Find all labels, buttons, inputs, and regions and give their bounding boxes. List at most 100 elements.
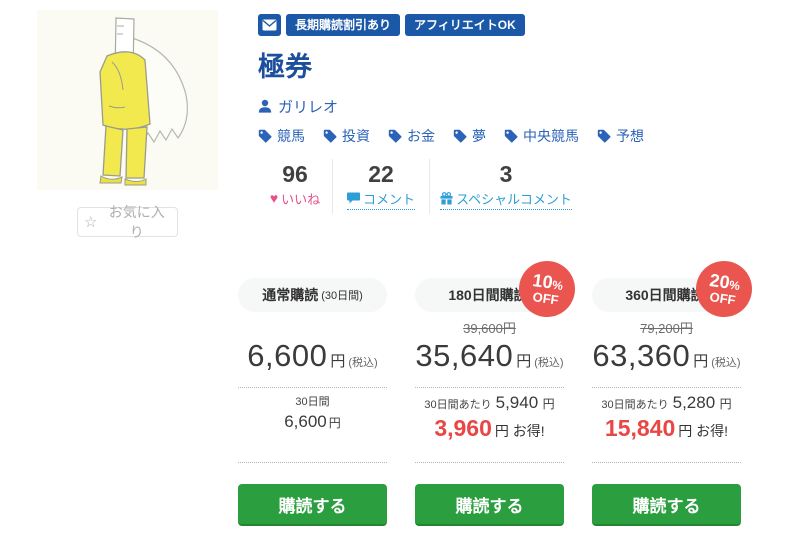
tag-label: 競馬: [277, 127, 305, 144]
special-comments-stat: 3 スペシャルコメント: [429, 158, 582, 214]
tag-link[interactable]: お金: [388, 126, 435, 146]
per-period-block: 30日間あたり 5,940 円 3,960 円 お得!: [415, 393, 564, 453]
tag-label: お金: [407, 127, 435, 144]
price-currency: 円: [330, 353, 346, 370]
discount-badge: 長期購読割引あり: [286, 14, 401, 36]
tag-link[interactable]: 中央競馬: [504, 126, 579, 146]
speech-bubble-icon: [346, 192, 360, 204]
pricing-plans: 通常購読 (30日間) 6,600 円 (税込) 30日間 6,6: [238, 257, 756, 526]
price-value: 6,600: [247, 338, 328, 373]
subscribe-button[interactable]: 購読する: [592, 484, 741, 526]
per-period-block: 30日間 6,600 円: [238, 393, 387, 453]
per-period-price: 6,600: [284, 412, 327, 431]
plan-180days: 180日間購読 10% OFF 39,600円 35,640 円 (税込) 30…: [415, 257, 579, 526]
comments-link[interactable]: コメント: [346, 189, 415, 210]
author-name: ガリレオ: [278, 98, 339, 116]
tag-icon: [453, 129, 467, 143]
original-price: 39,600円: [463, 321, 516, 336]
plan-name: 通常購読: [262, 287, 319, 303]
per-period-currency: 円: [542, 397, 555, 411]
per-period-block: 30日間あたり 5,280 円 15,840 円 お得!: [592, 393, 741, 453]
divider: [415, 462, 564, 463]
save-amount: 3,960: [434, 415, 492, 441]
header-content: 長期購読割引あり アフィリエイトOK 極券 ガリレオ 競馬 投資 お金: [258, 14, 783, 214]
subscribe-button[interactable]: 購読する: [238, 484, 387, 526]
tax-note: (税込): [711, 357, 741, 369]
mail-icon[interactable]: [258, 14, 281, 36]
plan-name-pill: 通常購読 (30日間): [238, 278, 387, 312]
tag-label: 夢: [472, 127, 486, 144]
stats-row: 96 ♥ いいね 22 コメント 3: [258, 158, 783, 214]
price-value: 63,360: [592, 338, 691, 373]
author-link[interactable]: ガリレオ: [258, 96, 783, 117]
save-note: 円 お得!: [494, 423, 545, 439]
price-row: 6,600 円 (税込): [238, 338, 387, 378]
per-period-price: 5,280: [672, 393, 716, 412]
comments-count: 22: [368, 160, 394, 187]
plan-name: 180日間購読: [448, 287, 528, 303]
likes-count: 96: [282, 160, 308, 187]
tag-row: 競馬 投資 お金 夢 中央競馬 予想: [258, 126, 783, 146]
per-period-label: 30日間あたり: [601, 399, 669, 411]
price-row: 35,640 円 (税込): [415, 338, 564, 378]
original-price: [238, 318, 387, 338]
per-period-currency: 円: [328, 416, 341, 430]
tag-link[interactable]: 投資: [323, 126, 370, 146]
gift-icon: [440, 191, 453, 205]
page-title: 極券: [258, 52, 312, 82]
special-comments-count: 3: [499, 160, 513, 187]
tag-link[interactable]: 競馬: [258, 126, 305, 146]
heart-icon: ♥: [269, 190, 279, 207]
save-amount: 15,840: [604, 415, 676, 441]
price-currency: 円: [693, 353, 709, 370]
star-icon: ☆: [84, 213, 98, 231]
tag-icon: [258, 129, 272, 143]
divider: [238, 387, 387, 388]
save-note: 円 お得!: [678, 423, 729, 439]
plan-360days: 360日間購読 20% OFF 79,200円 63,360 円 (税込) 30…: [592, 257, 756, 526]
likes-link[interactable]: ♥ いいね: [270, 189, 320, 208]
yellow-suit-figure-drawing: [37, 10, 218, 190]
badge-row: 長期購読割引あり アフィリエイトOK: [258, 14, 783, 36]
per-period-currency: 円: [719, 397, 732, 411]
tag-label: 予想: [616, 127, 644, 144]
subscribe-button[interactable]: 購読する: [415, 484, 564, 526]
tax-note: (税込): [534, 357, 564, 369]
special-comments-link[interactable]: スペシャルコメント: [440, 189, 572, 210]
price-value: 35,640: [415, 338, 514, 373]
comments-stat: 22 コメント: [332, 158, 429, 214]
envelope-icon: [262, 19, 277, 31]
price-currency: 円: [516, 353, 532, 370]
per-period-label: 30日間あたり: [424, 399, 492, 411]
tag-icon: [504, 129, 518, 143]
tag-label: 投資: [342, 127, 370, 144]
plan-name: 360日間購読: [625, 287, 705, 303]
original-price: 79,200円: [640, 321, 693, 336]
per-period-label: 30日間: [295, 396, 330, 408]
tag-label: 中央競馬: [523, 127, 579, 144]
likes-stat: 96 ♥ いいね: [258, 159, 332, 214]
favorite-label: お気に入り: [108, 204, 165, 240]
tax-note: (税込): [348, 357, 378, 369]
per-period-price: 5,940: [495, 393, 539, 412]
divider: [592, 462, 741, 463]
tag-icon: [323, 129, 337, 143]
tag-link[interactable]: 予想: [597, 126, 644, 146]
tag-link[interactable]: 夢: [453, 126, 486, 146]
affiliate-badge: アフィリエイトOK: [405, 14, 525, 36]
divider: [415, 387, 564, 388]
plan-normal: 通常購読 (30日間) 6,600 円 (税込) 30日間 6,6: [238, 270, 387, 526]
product-illustration: [37, 10, 218, 190]
divider: [592, 387, 741, 388]
comments-label: コメント: [362, 191, 415, 207]
favorite-button[interactable]: ☆ お気に入り: [77, 204, 178, 240]
likes-label: いいね: [281, 191, 321, 207]
person-icon: [258, 99, 272, 113]
special-comments-label: スペシャルコメント: [456, 191, 572, 207]
tag-icon: [597, 129, 611, 143]
plan-name-note: (30日間): [321, 290, 363, 302]
divider: [238, 462, 387, 463]
price-row: 63,360 円 (税込): [592, 338, 741, 378]
tag-icon: [388, 129, 402, 143]
